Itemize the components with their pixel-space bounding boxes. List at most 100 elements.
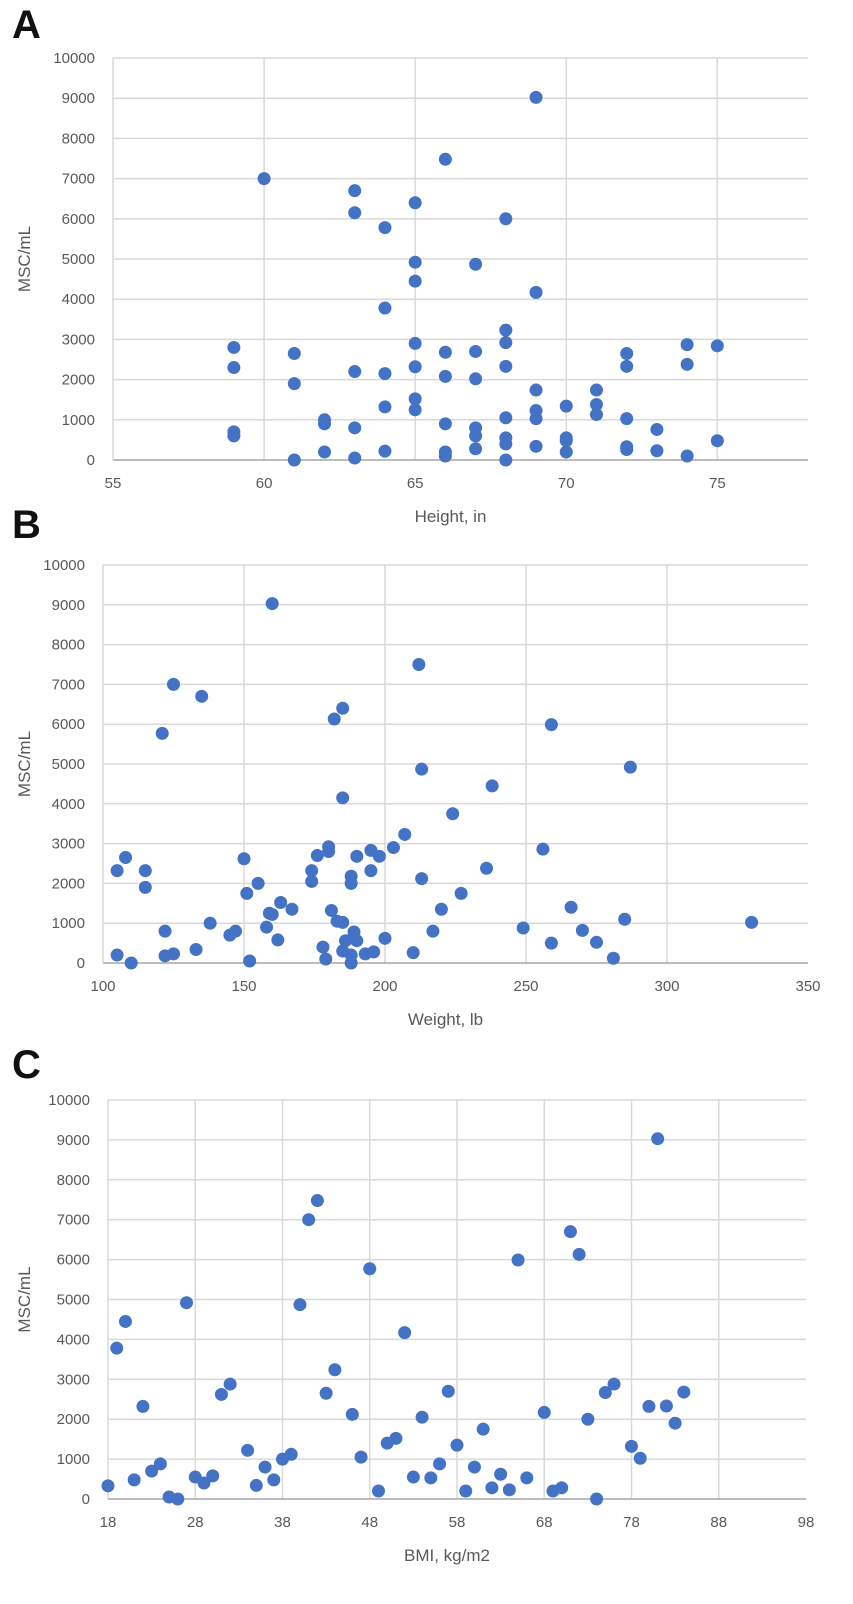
data-point: [371, 1484, 385, 1498]
data-point: [339, 934, 353, 948]
data-point: [203, 916, 217, 930]
data-point: [243, 954, 257, 968]
data-point: [171, 1492, 185, 1506]
data-point: [118, 1314, 132, 1328]
data-point: [348, 365, 362, 379]
data-point: [167, 677, 180, 691]
y-tick-label: 1000: [52, 915, 85, 932]
data-point: [520, 1471, 534, 1485]
data-point: [354, 1450, 368, 1464]
y-tick-label: 10000: [48, 1092, 90, 1109]
y-tick-label: 3000: [62, 331, 95, 348]
x-tick-label: 58: [449, 1514, 466, 1531]
y-tick-label: 6000: [52, 716, 85, 733]
data-point: [265, 907, 279, 921]
data-point: [195, 689, 209, 703]
data-point: [302, 1213, 316, 1227]
y-tick-label: 10000: [53, 50, 95, 67]
data-point: [589, 383, 603, 397]
data-point: [124, 956, 138, 970]
x-tick-label: 78: [623, 1514, 640, 1531]
data-point: [138, 864, 152, 878]
data-point: [499, 359, 513, 373]
data-point: [197, 1476, 211, 1490]
data-point: [559, 399, 573, 413]
data-point: [529, 412, 543, 426]
x-tick-label: 88: [710, 1514, 727, 1531]
x-tick-label: 350: [795, 978, 820, 995]
panel-B: B 0 1000 2000 3000 4000 5000 6000 7000 8000 9000 10…: [12, 503, 821, 1029]
data-point: [350, 934, 364, 948]
data-point: [650, 422, 664, 436]
data-point: [467, 1460, 481, 1474]
data-point: [581, 1412, 595, 1426]
data-point: [406, 1470, 420, 1484]
data-point: [180, 1296, 194, 1310]
data-point: [480, 861, 494, 875]
data-point: [372, 849, 386, 863]
data-point: [158, 924, 172, 938]
x-tick-label: 98: [798, 1514, 815, 1531]
data-point: [328, 1363, 342, 1377]
data-point: [469, 429, 483, 443]
data-point: [260, 920, 274, 934]
data-point: [564, 900, 578, 914]
data-point: [310, 849, 324, 863]
data-point: [287, 453, 301, 467]
data-point: [415, 1410, 429, 1424]
data-point: [441, 1384, 455, 1398]
data-point: [344, 876, 358, 890]
data-point: [265, 597, 279, 611]
y-tick-label: 6000: [62, 211, 95, 228]
data-point: [348, 184, 362, 198]
y-tick-label: 5000: [57, 1292, 90, 1309]
data-point: [606, 951, 620, 965]
data-point: [625, 1439, 638, 1453]
y-tick-label: 4000: [57, 1331, 90, 1348]
data-point: [293, 1298, 307, 1312]
data-point: [620, 412, 634, 426]
data-point: [589, 398, 603, 412]
data-point: [415, 762, 429, 776]
data-point: [536, 842, 550, 856]
data-point: [305, 874, 319, 888]
y-tick-label: 0: [77, 955, 85, 972]
data-point: [251, 876, 265, 890]
data-point: [529, 439, 543, 453]
data-point: [136, 1399, 150, 1413]
data-point: [499, 453, 513, 467]
data-point: [227, 340, 241, 354]
data-point: [348, 451, 362, 465]
x-tick-label: 200: [372, 978, 397, 995]
data-point: [378, 301, 392, 315]
data-point: [633, 1451, 647, 1465]
x-axis-title: Height, in: [415, 507, 487, 526]
x-tick-label: 48: [361, 1514, 378, 1531]
data-point: [412, 658, 426, 671]
data-point: [348, 206, 362, 220]
data-point: [433, 1457, 447, 1471]
y-tick-label: 0: [82, 1491, 90, 1508]
data-point: [680, 357, 694, 371]
data-point: [680, 338, 694, 352]
x-tick-label: 65: [407, 475, 424, 492]
data-point: [241, 1443, 255, 1457]
data-point: [324, 903, 338, 917]
data-point: [378, 931, 392, 945]
data-point: [344, 956, 358, 970]
y-axis-title: MSC/mL: [15, 1266, 34, 1332]
data-point: [559, 445, 573, 459]
panel-C: C 0 1000 2000 3000 4000 5000 6000 7000 8000 9000 10…: [12, 1043, 814, 1565]
y-tick-label: 3000: [52, 836, 85, 853]
data-point: [529, 285, 543, 299]
data-point: [398, 827, 412, 841]
data-point: [110, 948, 124, 962]
data-point: [110, 1341, 124, 1355]
data-point: [367, 945, 381, 959]
data-point: [650, 444, 664, 458]
data-point: [229, 924, 243, 938]
data-point: [642, 1399, 656, 1413]
data-point: [572, 1247, 586, 1261]
data-point: [459, 1484, 473, 1498]
data-point: [237, 852, 251, 866]
